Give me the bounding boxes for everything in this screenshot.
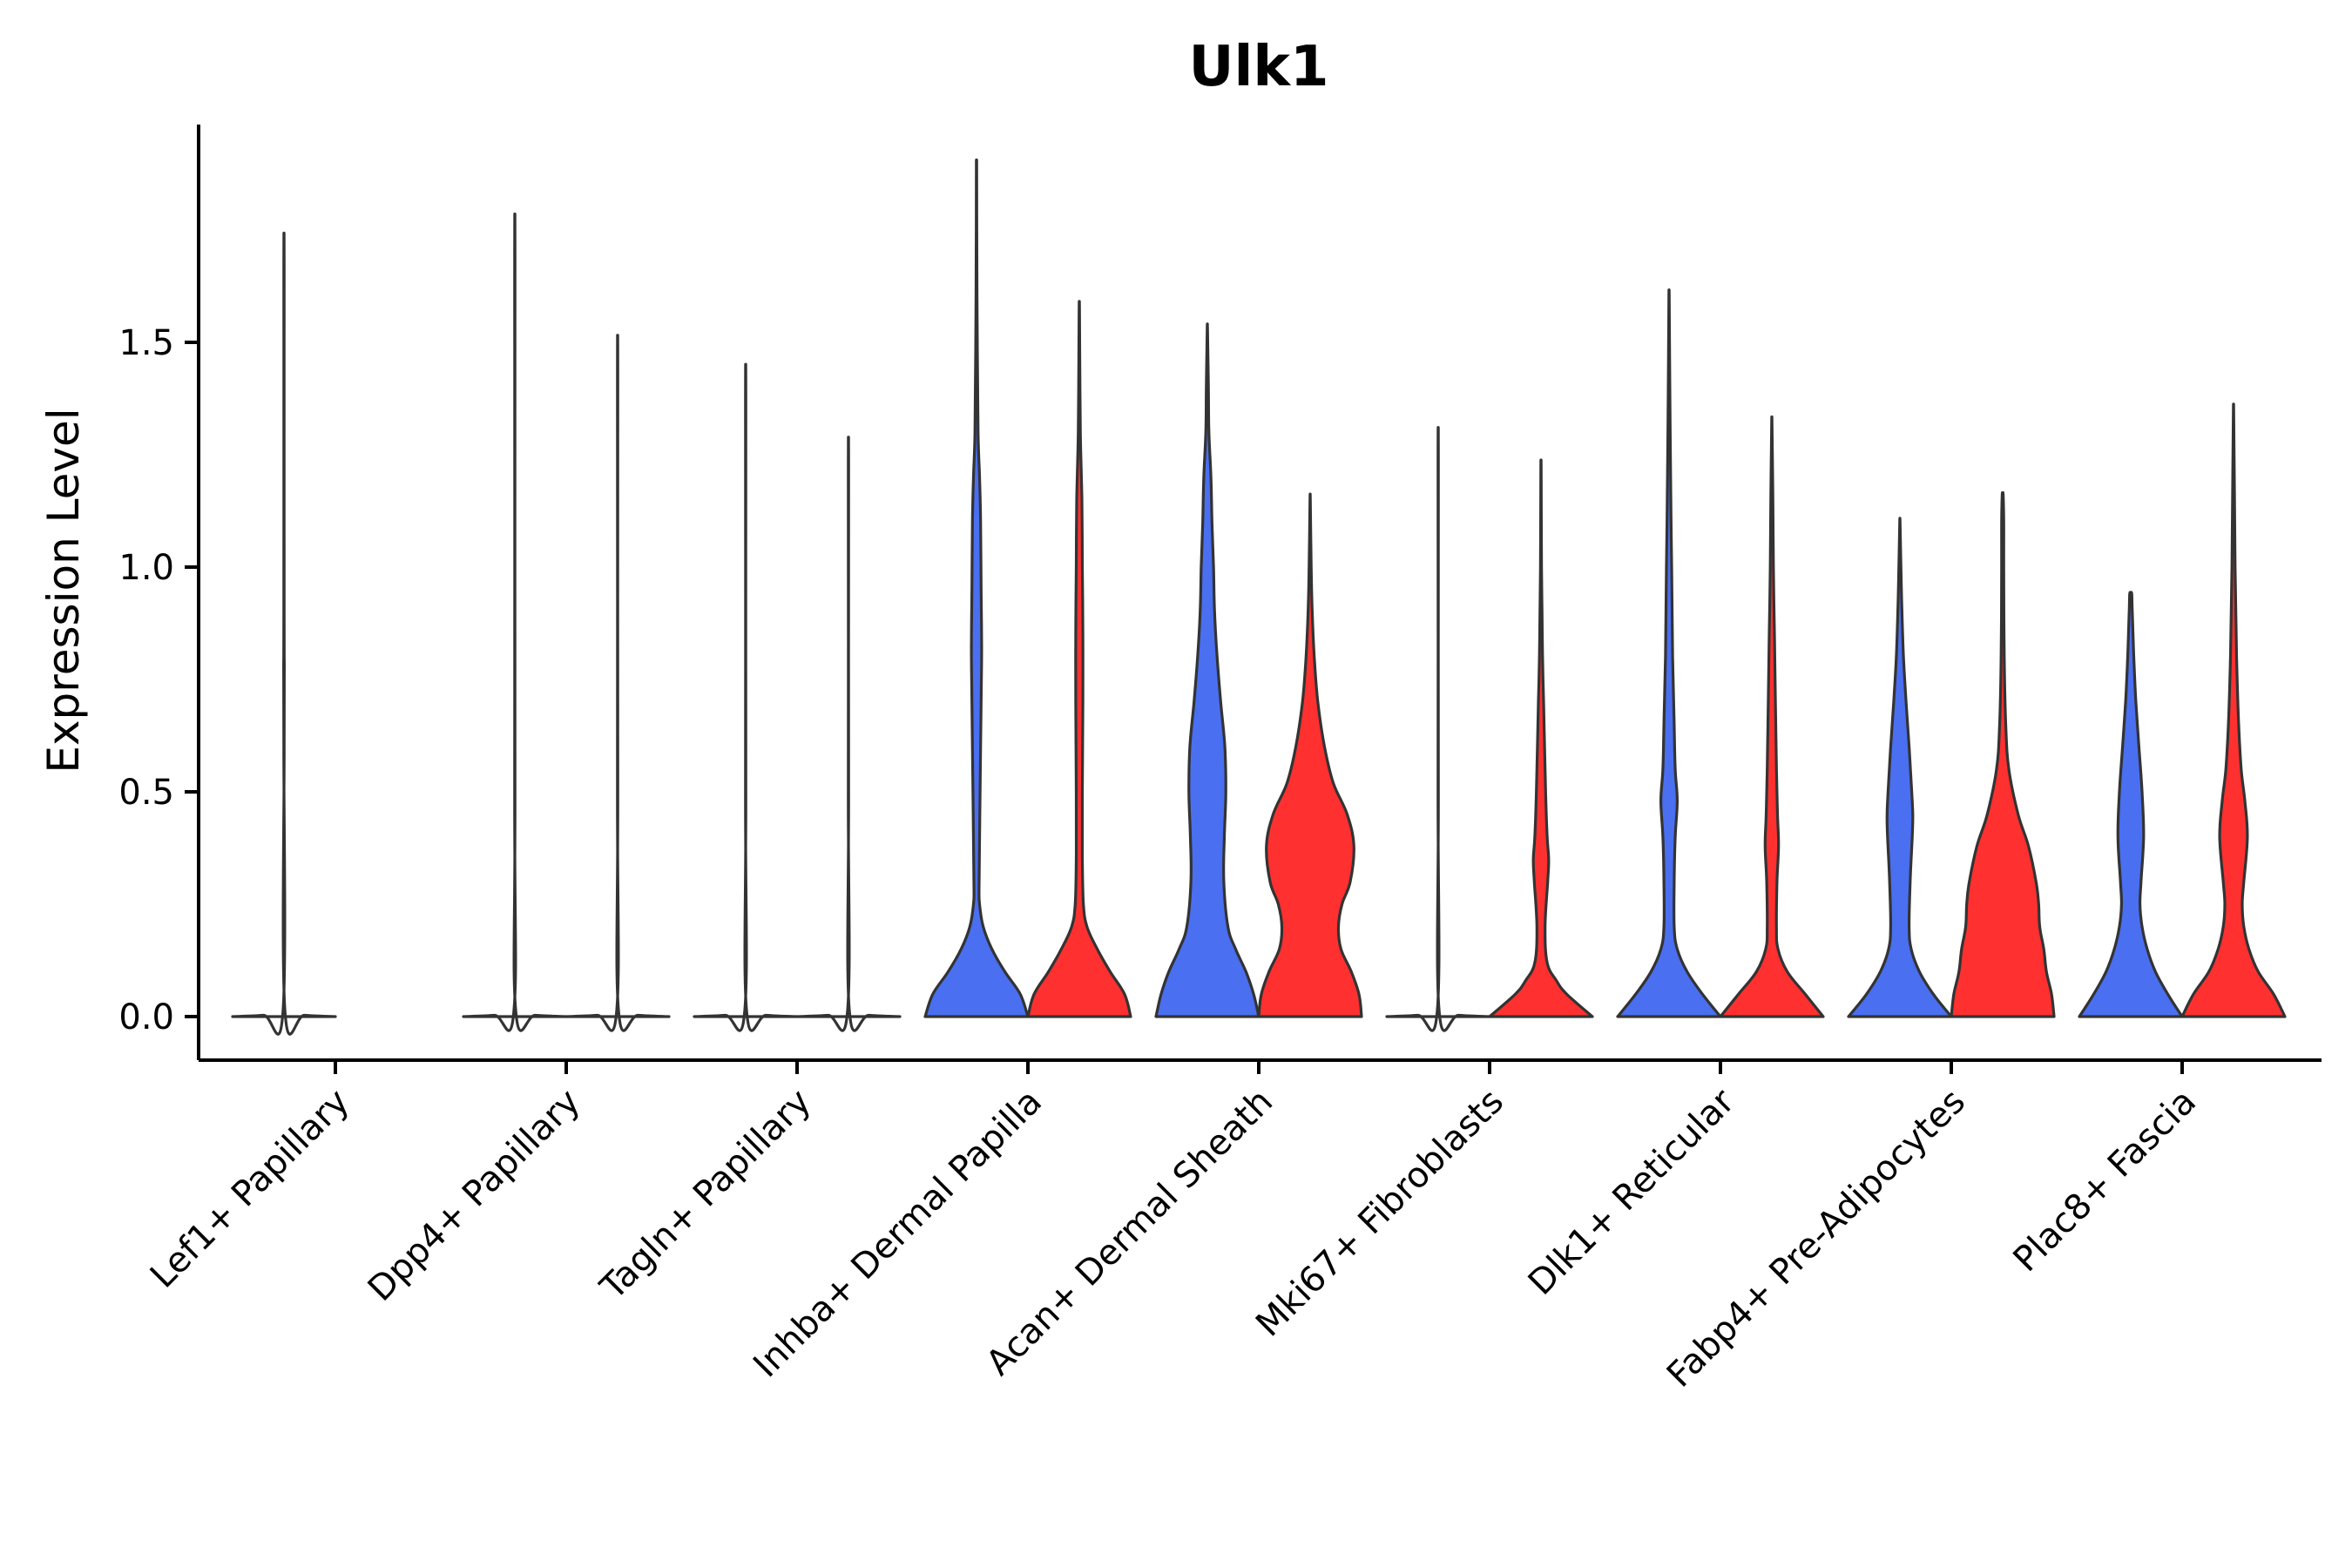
violin-8-b: [1950, 490, 2056, 1018]
violin-7-b: [1719, 415, 1825, 1018]
x-tick-label: Dlk1+ Reticular: [1521, 1081, 1743, 1303]
violin-8-a: [1847, 517, 1953, 1018]
violin-3-a: [693, 362, 799, 1032]
violin-7-a: [1616, 288, 1722, 1018]
x-tick-label: Mki67+ Fibroblasts: [1248, 1082, 1511, 1345]
violin-1-a: [231, 232, 337, 1036]
violin-9-a: [2078, 591, 2184, 1018]
x-tick-label: Tagln+ Papillary: [592, 1082, 819, 1308]
x-tick-label: Dpp4+ Papillary: [361, 1082, 588, 1309]
y-tick-label: 0.5: [118, 773, 174, 813]
chart-title: Ulk1: [1189, 35, 1329, 99]
y-tick-label: 0.0: [118, 997, 174, 1037]
violins-layer: [231, 159, 2287, 1036]
violin-2-a: [462, 212, 568, 1032]
violin-4-a: [923, 159, 1030, 1018]
violin-6-b: [1488, 458, 1594, 1018]
violin-4-b: [1026, 300, 1132, 1018]
x-tick-label: Plac8+ Fascia: [2006, 1082, 2205, 1281]
violin-3-b: [795, 436, 902, 1032]
violin-6-a: [1385, 426, 1491, 1032]
x-tick-label: Lef1+ Papillary: [143, 1082, 357, 1296]
y-tick-label: 1.0: [118, 548, 174, 588]
y-axis-label: Expression Level: [38, 408, 89, 773]
violin-2-b: [564, 334, 671, 1032]
y-tick-label: 1.5: [118, 323, 174, 363]
violin-5-a: [1154, 322, 1260, 1018]
violin-9-b: [2180, 402, 2287, 1018]
violin-5-b: [1257, 492, 1363, 1018]
